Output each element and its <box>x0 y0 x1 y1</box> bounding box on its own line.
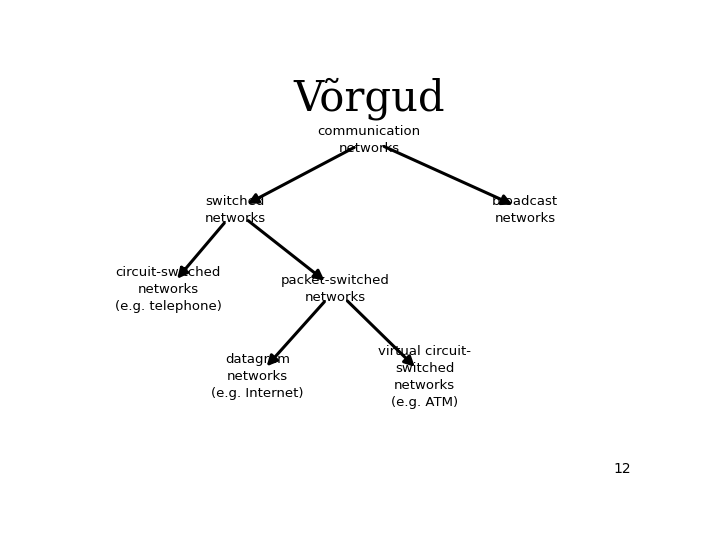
Text: virtual circuit-
switched
networks
(e.g. ATM): virtual circuit- switched networks (e.g.… <box>378 345 472 409</box>
Text: 12: 12 <box>613 462 631 476</box>
Text: switched
networks: switched networks <box>204 195 266 225</box>
Text: Võrgud: Võrgud <box>293 77 445 120</box>
Text: communication
networks: communication networks <box>318 125 420 154</box>
Text: circuit-switched
networks
(e.g. telephone): circuit-switched networks (e.g. telephon… <box>114 266 222 313</box>
Text: datagram
networks
(e.g. Internet): datagram networks (e.g. Internet) <box>211 353 304 400</box>
Text: packet-switched
networks: packet-switched networks <box>281 274 390 305</box>
Text: broadcast
networks: broadcast networks <box>492 195 558 225</box>
